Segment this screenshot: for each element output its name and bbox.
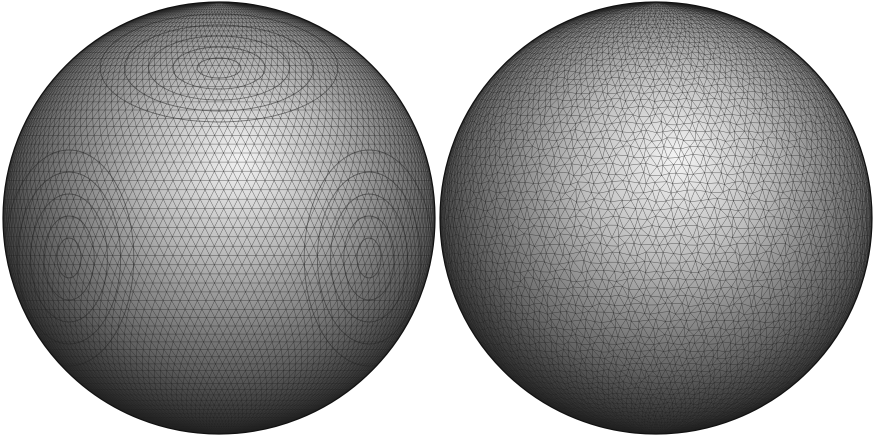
mesh-cap-ring <box>99 13 339 123</box>
mesh-cap-ring <box>16 171 122 345</box>
mesh-cap-ring <box>196 57 242 79</box>
left-sphere-wireframe <box>3 2 435 434</box>
mesh-cap-ring <box>56 237 82 279</box>
mesh-edges <box>440 2 872 434</box>
mesh-cap-ring <box>30 193 108 323</box>
mesh-cap-ring <box>330 193 408 323</box>
mesh-cap-ring <box>356 237 382 279</box>
mesh-cap-ring <box>316 171 422 345</box>
left-sphere-outline <box>2 1 436 435</box>
right-sphere-outline <box>439 1 873 435</box>
mesh-cap-ring <box>123 24 315 112</box>
mesh-cap-ring <box>43 215 95 301</box>
mesh-cap-ring <box>172 46 266 90</box>
right-sphere-wireframe <box>440 2 872 434</box>
mesh-cap-ring <box>148 35 290 101</box>
mesh-cap-ring <box>343 215 395 301</box>
right-mesh-sphere <box>439 1 873 435</box>
left-mesh-sphere <box>2 1 436 435</box>
